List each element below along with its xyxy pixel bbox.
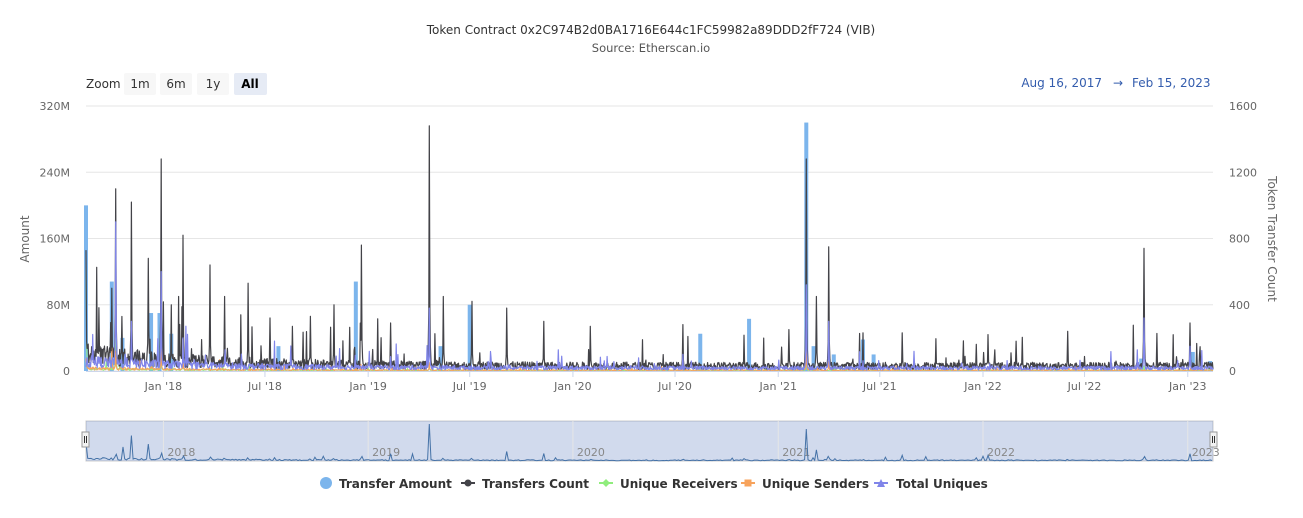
- y-right-tick-label: 1200: [1229, 166, 1257, 179]
- navigator-year-label: 2023: [1192, 446, 1220, 459]
- transfer-amount-bar: [1190, 351, 1195, 371]
- transfer-amount-bar: [747, 318, 752, 371]
- transfer-amount-bar: [1208, 361, 1213, 371]
- x-tick-label: Jan '22: [963, 380, 1001, 393]
- legend-item-transfers-count[interactable]: Transfers Count: [461, 477, 589, 491]
- y-right-tick-label: 800: [1229, 233, 1250, 246]
- navigator-frame: [85, 420, 1214, 462]
- transfer-amount-bar: [698, 333, 703, 371]
- zoom-button-1y-label: 1y: [206, 77, 221, 91]
- navigator-year-label: 2019: [372, 446, 400, 459]
- x-tick-label: Jan '21: [759, 380, 797, 393]
- legend-item-transfer-amount[interactable]: Transfer Amount: [320, 477, 452, 491]
- transfer-amount-bar: [353, 281, 358, 371]
- date-range: Aug 16, 2017 → Feb 15, 2023: [1021, 76, 1210, 90]
- y-right-axis-title: Token Transfer Count: [1265, 175, 1279, 302]
- zoom-button-1m[interactable]: 1m: [124, 73, 156, 95]
- navigator-year-label: 2020: [577, 446, 605, 459]
- transfer-amount-bar: [438, 346, 443, 371]
- y-left-axis-title: Amount: [18, 215, 32, 262]
- chart-title: Token Contract 0x2C974B2d0BA1716E644c1FC…: [426, 23, 876, 37]
- y-left-tick-label: 0: [63, 365, 70, 378]
- legend-label-transfers-count: Transfers Count: [482, 477, 589, 491]
- zoom-button-6m[interactable]: 6m: [160, 73, 192, 95]
- legend-item-unique-receivers[interactable]: Unique Receivers: [599, 477, 738, 491]
- x-tick-label: Jul '19: [452, 380, 487, 393]
- x-tick-label: Jul '20: [657, 380, 692, 393]
- transfer-amount-bar: [467, 304, 472, 371]
- y-right-axis: 0 400 800 1200 1600: [1229, 100, 1257, 378]
- legend-label-unique-senders: Unique Senders: [762, 477, 869, 491]
- legend-label-total-uniques: Total Uniques: [896, 477, 988, 491]
- chart-subtitle: Source: Etherscan.io: [592, 41, 710, 55]
- transfer-amount-bar: [157, 313, 162, 371]
- navigator-year-label: 2018: [167, 446, 195, 459]
- chart-legend: Transfer Amount Transfers Count Unique R…: [320, 477, 988, 491]
- total-uniques-line: [85, 221, 1214, 371]
- navigator[interactable]: 2018 2019 2020 2021 2022 2023: [81, 420, 1220, 462]
- transfer-amount-bar: [149, 313, 154, 371]
- range-from[interactable]: Aug 16, 2017: [1021, 76, 1102, 90]
- x-tick-label: Jan '23: [1168, 380, 1206, 393]
- x-tick-label: Jul '22: [1067, 380, 1102, 393]
- zoom-button-6m-label: 6m: [166, 77, 185, 91]
- x-tick-label: Jan '19: [348, 380, 386, 393]
- y-left-tick-label: 160M: [40, 233, 71, 246]
- navigator-series: [85, 423, 1213, 462]
- zoom-button-1m-label: 1m: [130, 77, 149, 91]
- y-right-tick-label: 400: [1229, 299, 1250, 312]
- y-left-axis: 0 80M 160M 240M 320M: [40, 100, 71, 378]
- legend-symbol-unique-senders: [744, 479, 752, 487]
- y-left-tick-label: 240M: [40, 166, 71, 179]
- legend-item-total-uniques[interactable]: Total Uniques: [874, 477, 988, 491]
- legend-label-unique-receivers: Unique Receivers: [620, 477, 738, 491]
- y-right-tick-label: 1600: [1229, 100, 1257, 113]
- zoom-button-all-label: All: [241, 77, 259, 91]
- unique-senders-line: [85, 344, 1214, 372]
- x-tick-label: Jan '18: [144, 380, 182, 393]
- x-tick-label: Jul '18: [247, 380, 282, 393]
- y-left-tick-label: 80M: [47, 299, 71, 312]
- legend-symbol-transfers-count: [464, 479, 472, 487]
- x-tick-label: Jul '21: [862, 380, 897, 393]
- navigator-mask[interactable]: [86, 421, 1213, 461]
- y-right-tick-label: 0: [1229, 365, 1236, 378]
- legend-label-transfer-amount: Transfer Amount: [339, 477, 452, 491]
- navigator-grid: 2018 2019 2020 2021 2022 2023: [162, 421, 1220, 461]
- x-axis: Jan '18 Jul '18 Jan '19 Jul '19 Jan '20 Jul '…: [86, 371, 1213, 393]
- legend-symbol-unique-receivers: [602, 479, 610, 487]
- zoom-button-all[interactable]: All: [234, 73, 267, 95]
- zoom-controls: Zoom 1m 6m 1y All: [86, 73, 267, 95]
- series-lines: [85, 125, 1214, 372]
- legend-symbol-total-uniques: [877, 479, 885, 487]
- navigator-year-label: 2021: [782, 446, 810, 459]
- legend-symbol-transfer-amount: [320, 477, 332, 489]
- transfer-amount-bar: [276, 346, 281, 371]
- legend-item-unique-senders[interactable]: Unique Senders: [741, 477, 869, 491]
- transfer-amount-bar: [811, 346, 816, 371]
- zoom-label: Zoom: [86, 77, 121, 91]
- navigator-handle-left[interactable]: [81, 431, 90, 448]
- navigator-year-label: 2022: [987, 446, 1015, 459]
- range-to[interactable]: Feb 15, 2023: [1132, 76, 1211, 90]
- zoom-button-1y[interactable]: 1y: [197, 73, 229, 95]
- navigator-handle-right[interactable]: [1209, 431, 1218, 448]
- x-tick-label: Jan '20: [553, 380, 591, 393]
- range-separator: →: [1113, 76, 1123, 90]
- y-left-tick-label: 320M: [40, 100, 71, 113]
